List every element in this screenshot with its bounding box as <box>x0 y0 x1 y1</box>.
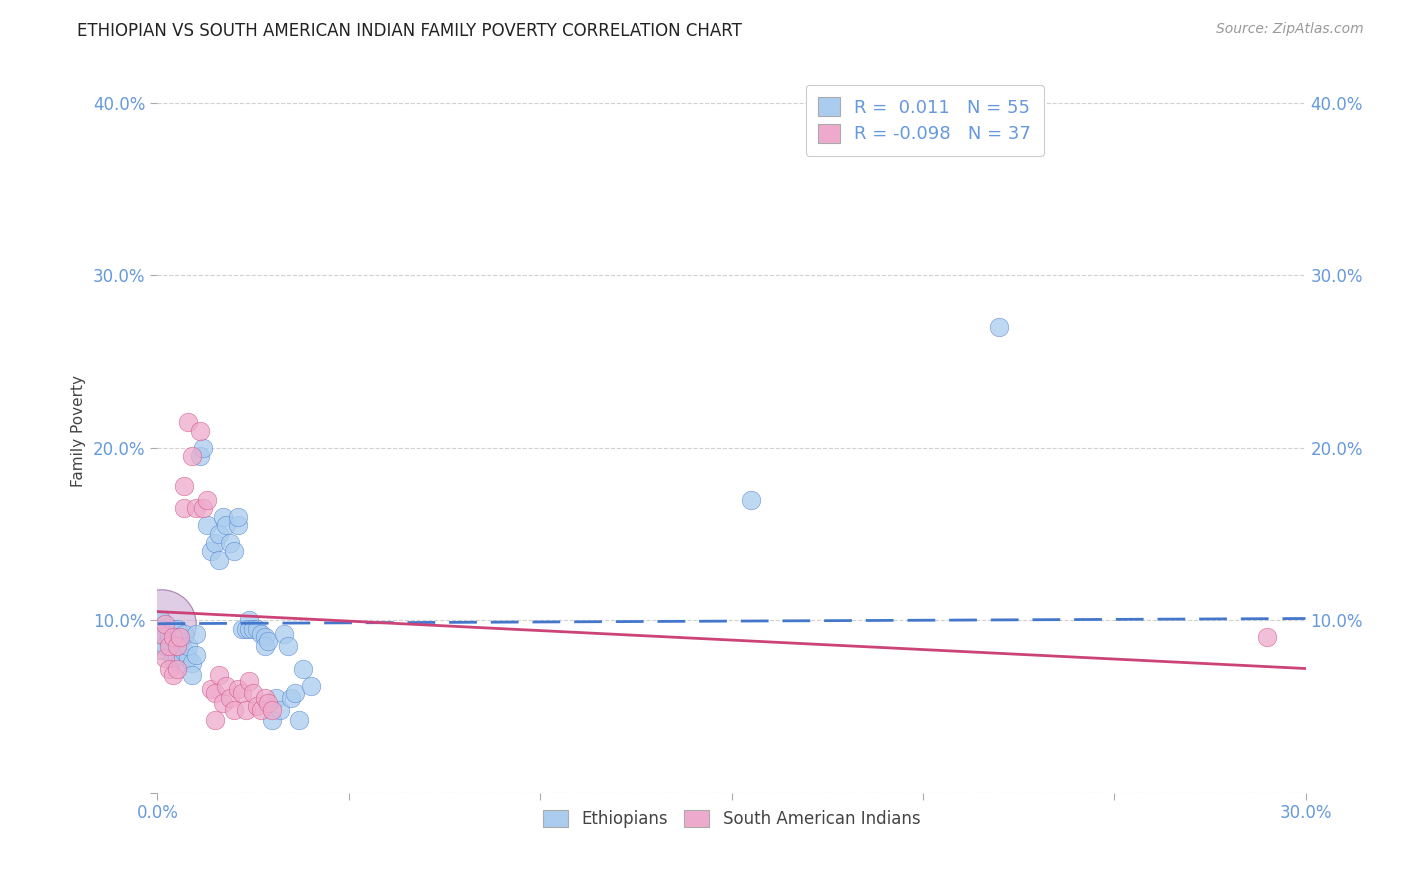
Point <box>235 703 257 717</box>
Point <box>166 661 188 675</box>
Point <box>169 634 191 648</box>
Point <box>219 535 242 549</box>
Point <box>184 627 207 641</box>
Text: ETHIOPIAN VS SOUTH AMERICAN INDIAN FAMILY POVERTY CORRELATION CHART: ETHIOPIAN VS SOUTH AMERICAN INDIAN FAMIL… <box>77 22 742 40</box>
Point <box>253 631 276 645</box>
Point <box>299 679 322 693</box>
Point <box>284 686 307 700</box>
Point <box>166 648 188 662</box>
Point <box>231 622 253 636</box>
Point <box>253 639 276 653</box>
Point <box>257 696 280 710</box>
Point <box>177 639 200 653</box>
Point <box>249 703 271 717</box>
Point <box>150 613 173 627</box>
Point <box>242 686 264 700</box>
Point <box>235 622 257 636</box>
Point <box>193 501 215 516</box>
Point <box>242 622 264 636</box>
Point <box>195 492 218 507</box>
Point <box>193 441 215 455</box>
Point <box>188 424 211 438</box>
Point <box>166 622 188 636</box>
Point <box>246 622 269 636</box>
Point <box>153 639 176 653</box>
Point <box>173 644 195 658</box>
Point <box>264 690 287 705</box>
Point <box>238 613 260 627</box>
Point <box>215 679 238 693</box>
Point <box>262 703 284 717</box>
Point <box>181 450 204 464</box>
Point <box>222 703 245 717</box>
Point <box>157 634 180 648</box>
Point <box>184 501 207 516</box>
Point <box>226 682 249 697</box>
Point <box>157 661 180 675</box>
Point <box>231 686 253 700</box>
Point <box>181 657 204 671</box>
Point <box>211 509 233 524</box>
Point <box>169 631 191 645</box>
Point <box>1256 631 1278 645</box>
Point <box>215 518 238 533</box>
Legend: Ethiopians, South American Indians: Ethiopians, South American Indians <box>536 804 927 835</box>
Point <box>204 686 226 700</box>
Point <box>208 553 231 567</box>
Point <box>288 713 311 727</box>
Point <box>249 627 271 641</box>
Point <box>177 651 200 665</box>
Point <box>226 518 249 533</box>
Point <box>253 690 276 705</box>
Point <box>200 682 222 697</box>
Point <box>150 616 173 631</box>
Point <box>238 622 260 636</box>
Text: Source: ZipAtlas.com: Source: ZipAtlas.com <box>1216 22 1364 37</box>
Point <box>173 627 195 641</box>
Point <box>162 668 184 682</box>
Point <box>184 648 207 662</box>
Point <box>188 450 211 464</box>
Point <box>195 518 218 533</box>
Point <box>169 657 191 671</box>
Point <box>988 320 1011 334</box>
Point <box>291 661 314 675</box>
Point <box>238 673 260 688</box>
Point <box>162 651 184 665</box>
Point <box>740 492 762 507</box>
Point <box>246 699 269 714</box>
Point <box>226 509 249 524</box>
Y-axis label: Family Poverty: Family Poverty <box>72 375 86 487</box>
Point <box>157 627 180 641</box>
Point <box>257 634 280 648</box>
Point <box>177 415 200 429</box>
Point <box>162 631 184 645</box>
Point <box>222 544 245 558</box>
Point <box>181 668 204 682</box>
Point <box>277 639 299 653</box>
Point <box>173 479 195 493</box>
Point <box>162 622 184 636</box>
Point <box>208 527 231 541</box>
Point <box>219 690 242 705</box>
Point <box>269 703 291 717</box>
Point <box>150 616 173 631</box>
Point <box>166 639 188 653</box>
Point <box>153 651 176 665</box>
Point <box>173 501 195 516</box>
Point <box>208 668 231 682</box>
Point <box>200 544 222 558</box>
Point <box>273 627 295 641</box>
Point <box>204 713 226 727</box>
Point <box>262 713 284 727</box>
Point <box>211 696 233 710</box>
Point <box>204 535 226 549</box>
Point <box>153 616 176 631</box>
Point <box>280 690 302 705</box>
Point <box>157 639 180 653</box>
Point <box>150 627 173 641</box>
Point <box>153 631 176 645</box>
Point <box>150 622 173 636</box>
